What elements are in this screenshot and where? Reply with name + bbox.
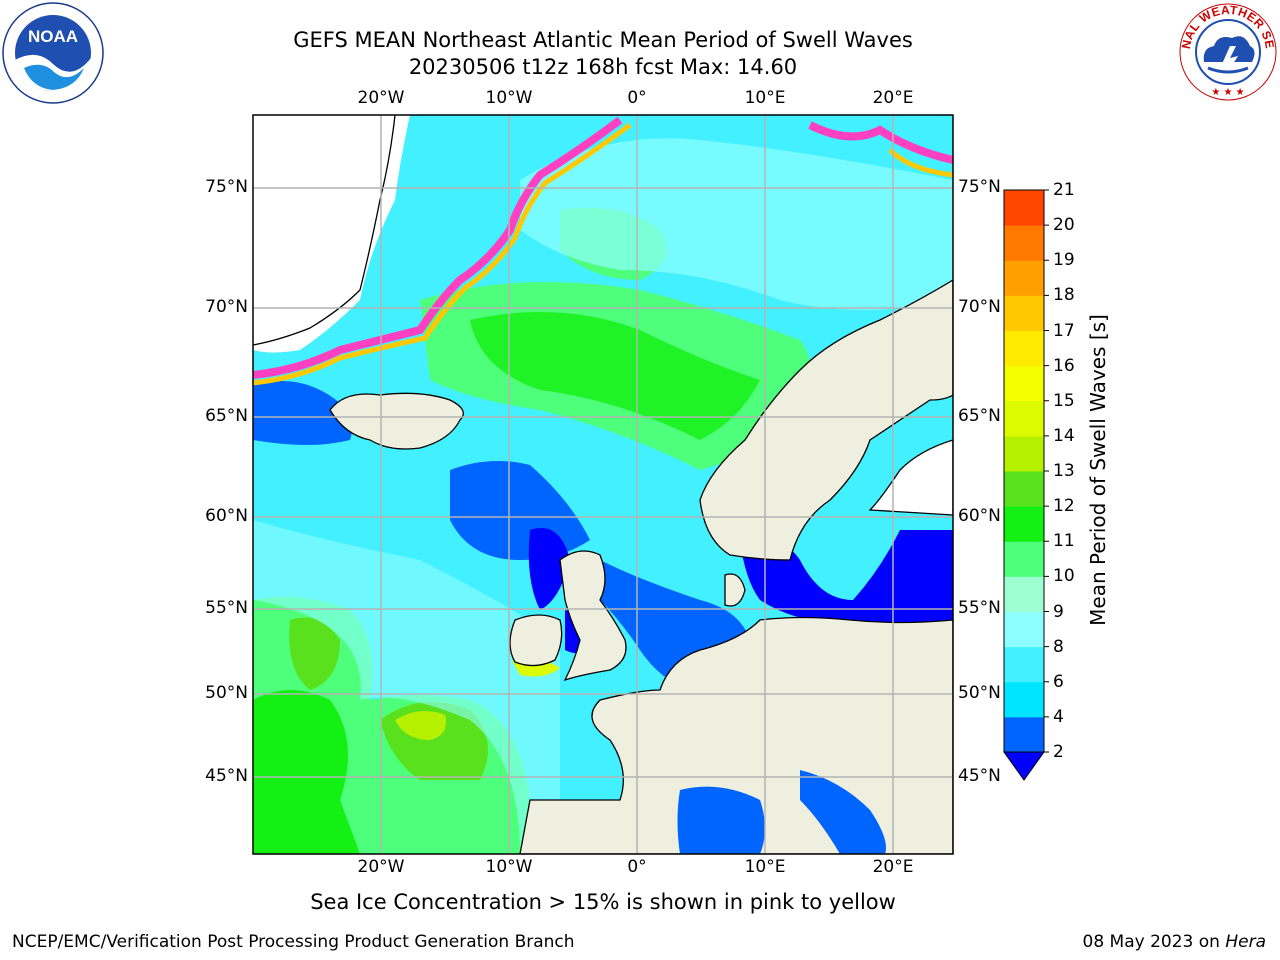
lat-label-right: 70°N [958, 297, 1001, 317]
colorbar-tick-label: 13 [1053, 461, 1075, 481]
map-subtitle: 20230506 t12z 168h fcst Max: 14.60 [408, 55, 798, 79]
colorbar-segment [1004, 541, 1044, 577]
colorbar-tick-label: 4 [1053, 706, 1064, 727]
colorbar-under-arrow [1003, 751, 1045, 781]
lat-label-left: 75°N [205, 177, 248, 197]
svg-text:NOAA: NOAA [28, 27, 78, 46]
colorbar-segment [1004, 576, 1044, 612]
colorbar-tick-label: 16 [1053, 355, 1075, 376]
iceland [329, 392, 464, 450]
lat-label-left: 70°N [205, 297, 248, 317]
lat-label-right: 60°N [958, 506, 1001, 526]
colorbar-tick-label: 18 [1053, 285, 1075, 306]
lon-label-top: 10°E [744, 88, 786, 108]
colorbar-segment [1004, 400, 1044, 437]
footer-machine: Hera [1225, 932, 1266, 952]
map-frame [252, 114, 954, 855]
lon-label-top: 10°W [485, 88, 533, 108]
lon-label-top: 20°E [872, 88, 914, 108]
lat-label-left: 60°N [205, 506, 248, 526]
colorbar-segment [1004, 365, 1044, 402]
lat-label-left: 50°N [205, 683, 248, 703]
map-title: GEFS MEAN Northeast Atlantic Mean Period… [293, 28, 913, 52]
lon-label-bot: 10°E [744, 857, 786, 877]
colorbar-segment [1004, 190, 1044, 226]
colorbar-segment [1004, 295, 1044, 331]
great-britain [559, 550, 627, 682]
lon-label-bot: 20°E [872, 857, 914, 877]
scandinavia [699, 279, 953, 561]
colorbar-tick-label: 14 [1053, 425, 1075, 446]
colorbar-tick-label: 21 [1053, 180, 1075, 200]
colorbar-tick-label: 12 [1053, 496, 1075, 517]
lat-label-left: 65°N [205, 406, 248, 426]
greenland [253, 115, 410, 353]
land-masses [253, 115, 953, 854]
colorbar-segment [1004, 506, 1044, 542]
lat-label-left: 55°N [205, 598, 248, 618]
colorbar-tick-label: 19 [1053, 250, 1075, 271]
colorbar-tick-label: 10 [1053, 566, 1075, 587]
colorbar-segment [1004, 435, 1044, 472]
lon-label-top: 20°W [357, 88, 405, 108]
colorbar-segment [1004, 225, 1044, 261]
colorbar-title: Mean Period of Swell Waves [s] [1086, 314, 1110, 626]
noaa-logo: NOAA [2, 2, 104, 104]
colorbar-segment [1004, 260, 1044, 296]
colorbar-segment [1004, 330, 1044, 367]
colorbar-tick-label: 8 [1053, 636, 1064, 657]
colorbar-segment [1004, 646, 1044, 683]
svg-text:★ ★ ★: ★ ★ ★ [1211, 87, 1244, 98]
swell-period-field [253, 138, 953, 854]
colorbar-tick-label: 9 [1053, 601, 1064, 622]
lat-label-left: 45°N [205, 766, 248, 786]
colorbar-tick-label: 11 [1053, 531, 1075, 552]
colorbar-segment [1004, 716, 1044, 753]
colorbar [1003, 189, 1049, 781]
colorbar-segment [1004, 471, 1044, 507]
colorbar-tick-label: 17 [1053, 320, 1075, 341]
lat-label-right: 45°N [958, 766, 1001, 786]
colorbar-tick-label: 15 [1053, 390, 1075, 411]
lon-label-bot: 0° [627, 857, 647, 877]
footer-credit: NCEP/EMC/Verification Post Processing Pr… [12, 932, 575, 952]
footer-date-text: 08 May 2023 on [1082, 932, 1220, 952]
lat-label-right: 75°N [958, 177, 1001, 197]
colorbar-segment [1004, 611, 1044, 648]
sea-ice-edge [253, 116, 953, 386]
colorbar-segment [1004, 681, 1044, 718]
lat-label-right: 65°N [958, 406, 1001, 426]
nws-logo: NATIONAL WEATHER SERVICE ★ ★ ★ [1178, 2, 1277, 101]
ireland [509, 614, 563, 667]
lat-label-right: 50°N [958, 683, 1001, 703]
lon-label-bot: 20°W [357, 857, 405, 877]
footer-date: 08 May 2023 on Hera [1083, 932, 1267, 952]
colorbar-tick-label: 6 [1053, 671, 1064, 692]
colorbar-tick-label: 20 [1053, 215, 1075, 236]
lon-label-top: 0° [627, 88, 647, 108]
lon-label-bot: 10°W [485, 857, 533, 877]
graticule [253, 115, 953, 854]
lat-label-right: 55°N [958, 598, 1001, 618]
colorbar-tick-label: 2 [1053, 742, 1064, 762]
sea-ice-note: Sea Ice Concentration > 15% is shown in … [310, 890, 896, 914]
